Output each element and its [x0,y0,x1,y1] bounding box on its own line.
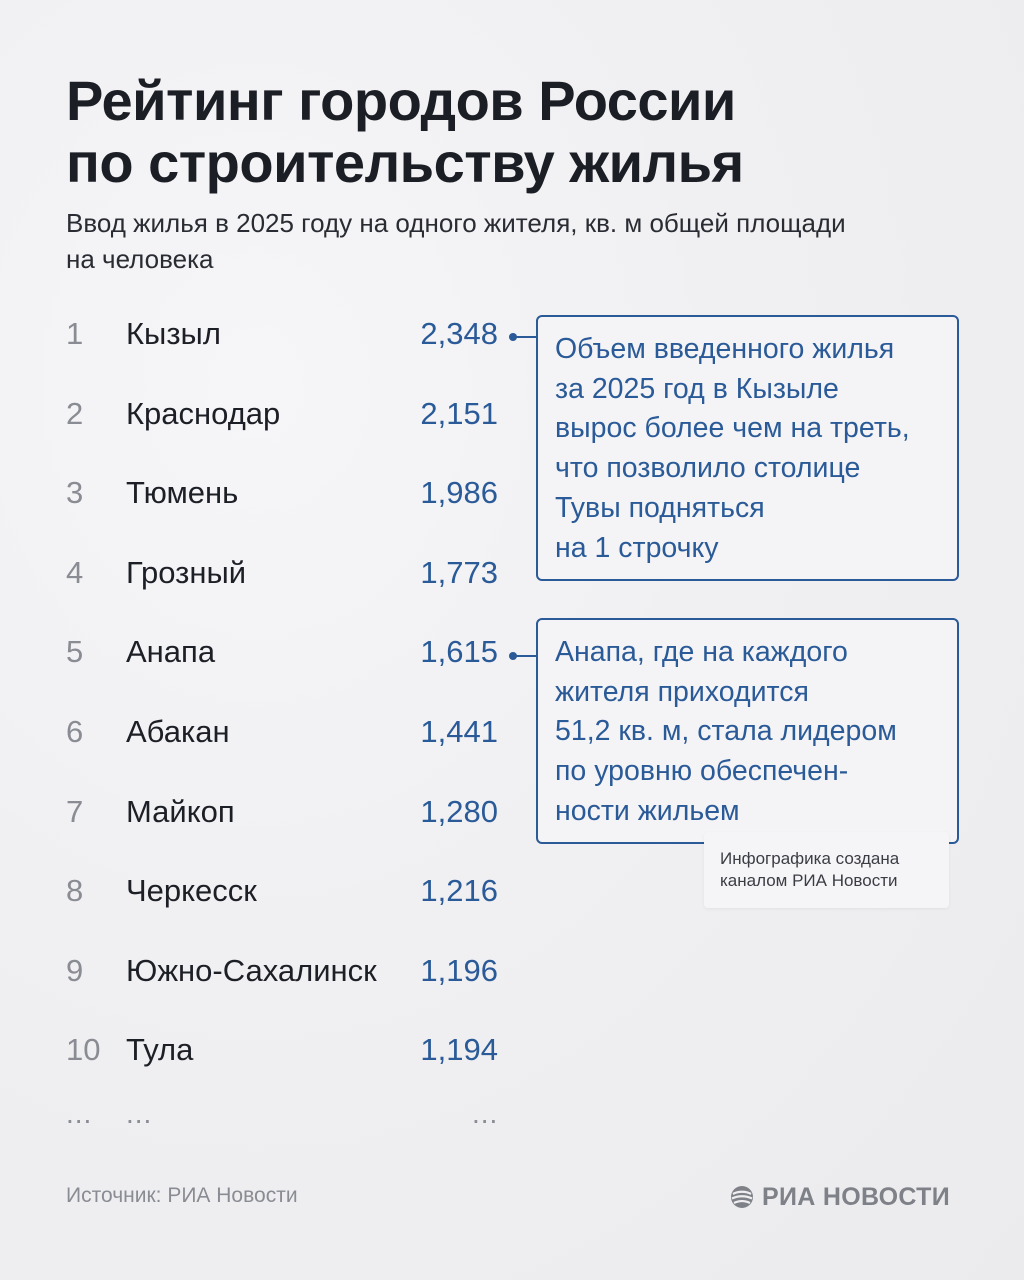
rank-number: 9 [66,952,84,988]
page-title: Рейтинг городов России по строительству … [66,70,966,194]
callout-line: Тувы подняться [555,491,765,524]
ellipsis-rank: ... [66,1098,93,1129]
rank-number: 2 [66,395,84,431]
rank-number: 1 [66,316,84,351]
ranking-row: 9 Южно-Сахалинск 1,196 [0,933,520,1013]
city-name: Черкесск [126,873,257,909]
rank-number: 6 [66,713,84,749]
rank-number: 5 [66,634,84,670]
credit-line-2: каналом РИА Новости [720,871,898,890]
ranking-row: 6 Абакан 1,441 [0,694,520,774]
callout-line: Объем введенного жилья [555,333,895,365]
city-name: Краснодар [126,395,281,431]
housing-value: 1,196 [420,952,498,988]
ranking-row: 7 Майкоп 1,280 [0,774,520,854]
rank-number: 8 [66,873,84,909]
callout-line: жителя приходится [555,675,809,708]
brand-name: РИА НОВОСТИ [762,1182,950,1211]
city-name: Грозный [126,554,247,590]
callout-line: вырос более чем на треть, [555,412,910,445]
city-name: Майкоп [126,793,235,829]
city-name: Анапа [126,634,216,670]
rank-number: 4 [66,554,84,590]
city-name: Кызыл [126,316,221,351]
kyzyl-callout: Объем введенного жилья за 2025 год в Кыз… [536,315,959,581]
ranking-row: 3 Тюмень 1,986 [0,455,520,535]
callout-line: Анапа, где на каждого [555,636,848,668]
callout-line: 51,2 кв. м, стала лидером [555,715,897,748]
housing-value: 1,986 [420,475,498,511]
infographic-credit: Инфографика создана каналом РИА Новости [704,832,949,908]
ria-globe-icon [731,1186,753,1208]
housing-value: 1,615 [420,634,498,670]
title-line-2: по строительству жилья [66,131,744,194]
ellipsis-value: ... [472,1098,499,1129]
ranking-row: 8 Черкесск 1,216 [0,853,520,933]
housing-value: 1,194 [420,1032,498,1068]
callout-line: что позволило столице [555,452,861,485]
brand-logo: РИА НОВОСТИ [730,1180,950,1214]
callout-line: на 1 строчку [555,531,719,564]
anapa-callout-connector [509,652,536,660]
housing-value: 1,280 [420,793,498,829]
callout-line: по уровню обеспечен- [555,755,849,788]
rank-number: 10 [66,1032,101,1068]
housing-value: 1,441 [420,713,498,749]
credit-line-1: Инфографика создана [720,849,900,868]
rank-number: 7 [66,793,84,829]
source-note: Источник: РИА Новости [66,1184,298,1207]
city-name: Южно-Сахалинск [126,952,377,988]
ranking-row: 5 Анапа 1,615 [0,614,520,694]
title-line-1: Рейтинг городов России [66,69,736,132]
subtitle-line-1: Ввод жилья в 2025 году на одного жителя,… [66,208,846,238]
subtitle-line-2: на человека [66,244,214,274]
city-name: Тула [126,1032,194,1068]
kyzyl-callout-connector [509,333,536,341]
rank-number: 3 [66,475,84,511]
callout-line: за 2025 год в Кызыле [555,372,839,405]
ellipsis-city: ... [126,1098,153,1129]
ranking-row: 1 Кызыл 2,348 [0,296,520,376]
ranking-row: 4 Грозный 1,773 [0,535,520,615]
page-subtitle: Ввод жилья в 2025 году на одного жителя,… [66,205,946,277]
housing-value: 2,151 [420,395,498,431]
housing-value: 1,216 [420,873,498,909]
anapa-callout: Анапа, где на каждого жителя приходится … [536,618,959,844]
city-name: Абакан [126,713,230,749]
ranking-list: 1 Кызыл 2,348 2 Краснодар 2,151 3 Тюмень… [0,296,520,1092]
housing-value: 1,773 [420,554,498,590]
ranking-row: 10 Тула 1,194 [0,1012,520,1092]
housing-value: 2,348 [420,316,498,351]
city-name: Тюмень [126,475,239,511]
ranking-row: 2 Краснодар 2,151 [0,376,520,456]
callout-line: ности жильем [555,794,740,827]
